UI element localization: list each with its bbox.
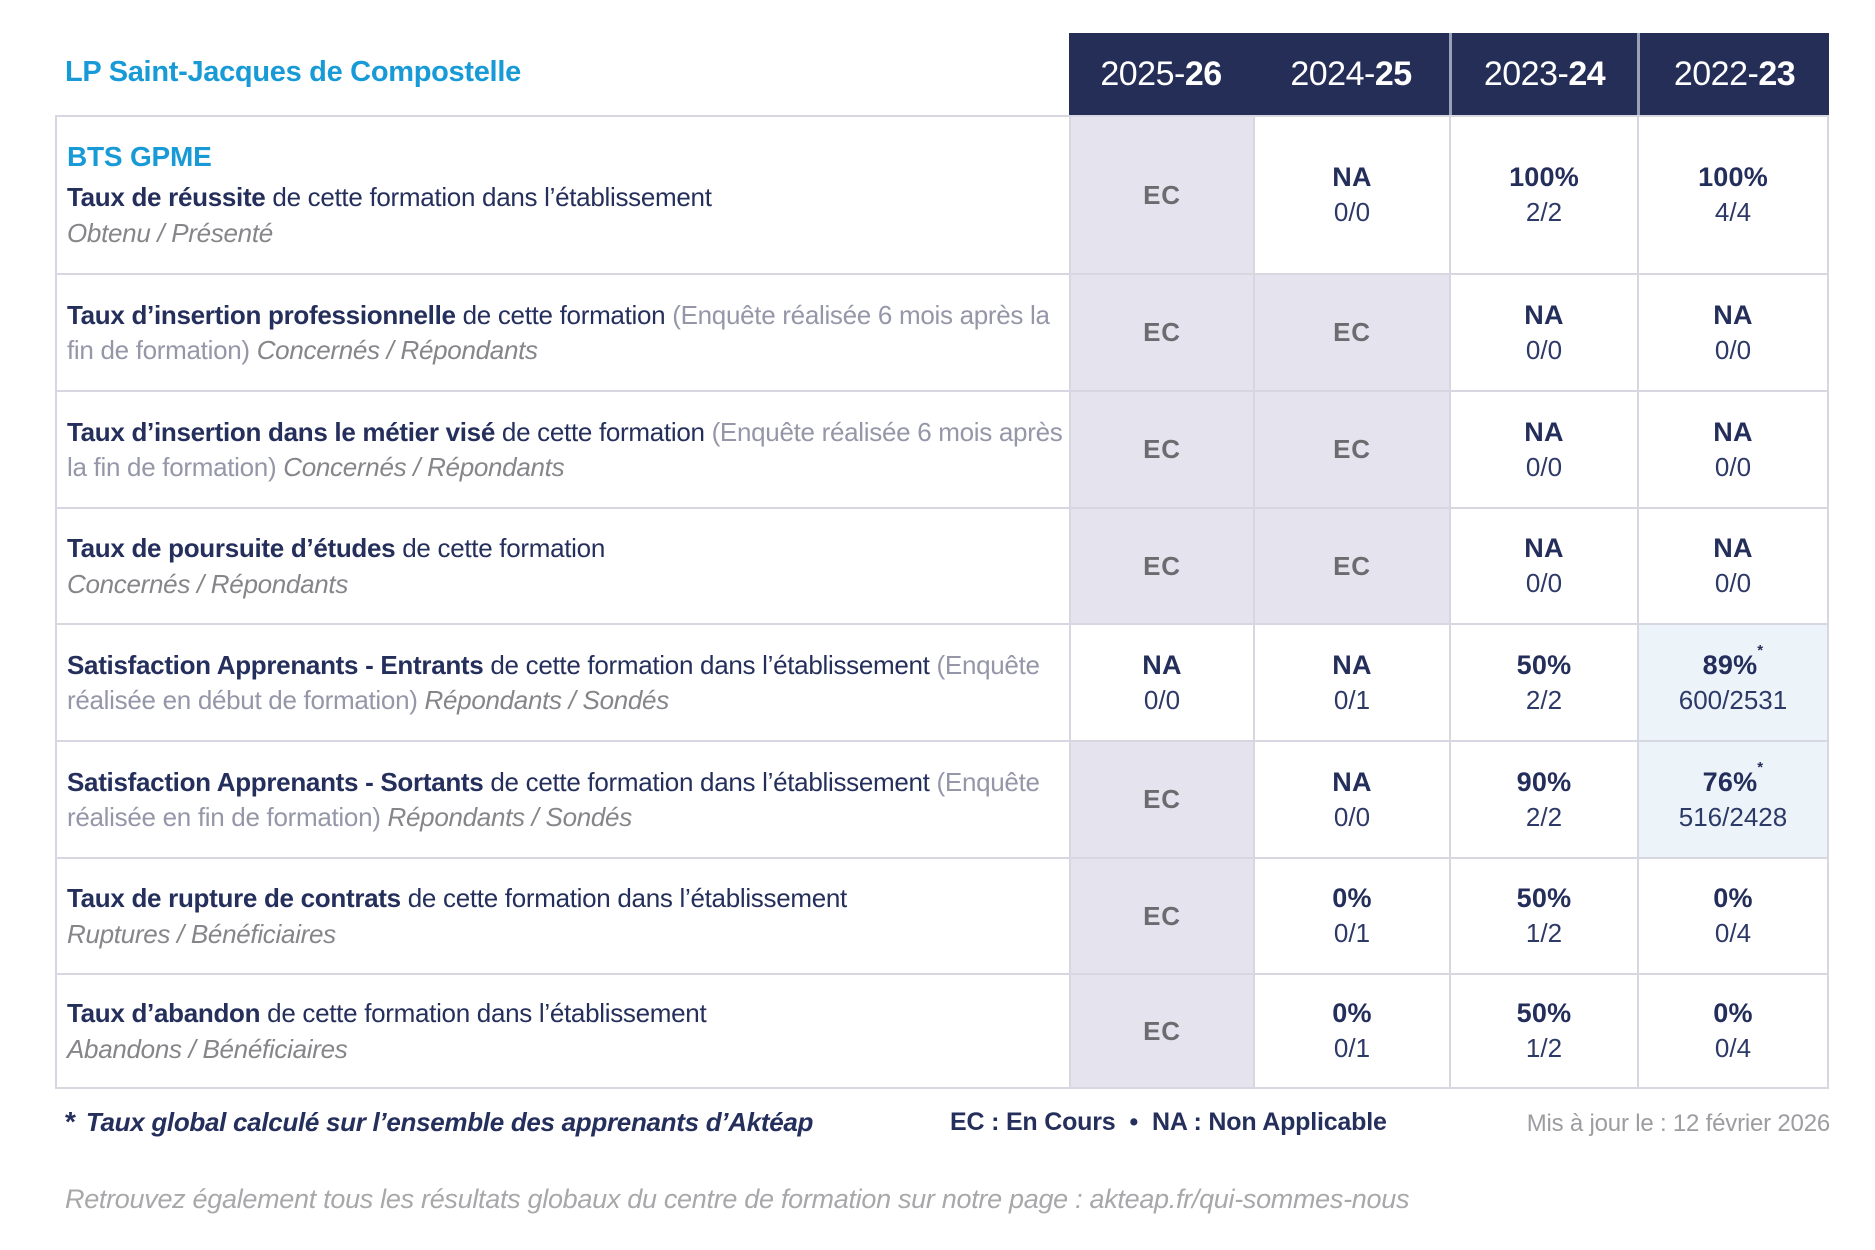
metric-title: Taux d’insertion dans le métier visé de … [67,417,1063,482]
value-cell: 100% 2/2 [1449,117,1637,273]
metric-title: Satisfaction Apprenants - Sortants de ce… [67,767,1040,832]
table-body: BTS GPME Taux de réussite de cette forma… [55,115,1829,1089]
footnote-asterisk: * [1757,641,1764,659]
metric-label: Satisfaction Apprenants - Entrants de ce… [55,625,1069,740]
table-row-insertion-professionnelle: Taux d’insertion professionnelle de cett… [55,273,1829,390]
value-cell-global-rate: 76%* 516/2428 [1637,742,1829,857]
results-table: LP Saint-Jacques de Compostelle 2025- 26 … [55,33,1829,1089]
value-cell: 90% 2/2 [1449,742,1637,857]
legend-ec: EC : En Cours [950,1108,1116,1136]
metric-title: Taux de rupture de contrats de cette for… [67,882,847,913]
value-cell: 0% 0/1 [1253,859,1449,973]
value-cell: EC [1253,509,1449,623]
school-name: LP Saint-Jacques de Compostelle [65,55,521,88]
legend-na: NA : Non Applicable [1152,1108,1387,1136]
global-rate-footnote: * Taux global calculé sur l’ensemble des … [65,1106,814,1137]
table-row-abandon: Taux d’abandon de cette formation dans l… [55,973,1829,1087]
asterisk: * [65,1106,76,1137]
value-cell: EC [1253,392,1449,507]
value-cell: EC [1069,392,1253,507]
table-row-poursuite-etudes: Taux de poursuite d’études de cette form… [55,507,1829,623]
table-row-rupture-contrats: Taux de rupture de contrats de cette for… [55,857,1829,973]
value-cell: EC [1069,975,1253,1087]
value-cell: NA 0/0 [1449,392,1637,507]
metric-title: Taux d’abandon de cette formation dans l… [67,997,707,1028]
value-cell: 50% 2/2 [1449,625,1637,740]
value-cell: 100% 4/4 [1637,117,1829,273]
year-column-header-2024-25: 2024- 25 [1253,33,1449,115]
program-title: BTS GPME [67,141,212,173]
year-column-header-2022-23: 2022- 23 [1637,33,1829,115]
metric-subtitle: Abandons / Bénéficiaires [67,1034,348,1064]
metric-title: Taux de réussite de cette formation dans… [67,182,712,213]
table-header-row: LP Saint-Jacques de Compostelle 2025- 26 … [55,33,1829,115]
value-cell: NA 0/0 [1449,275,1637,390]
metric-subtitle: Obtenu / Présenté [67,218,273,249]
metric-subtitle: Ruptures / Bénéficiaires [67,919,336,949]
bullet-separator: • [1129,1108,1139,1136]
value-cell: 0% 0/4 [1637,975,1829,1087]
year-column-header-2025-26: 2025- 26 [1069,33,1253,115]
value-cell: EC [1069,275,1253,390]
year-column-header-2023-24: 2023- 24 [1449,33,1637,115]
abbreviations-legend: EC : En Cours • NA : Non Applicable [950,1108,1387,1137]
metric-label: Taux d’insertion professionnelle de cett… [55,275,1069,390]
value-cell: NA 0/1 [1253,625,1449,740]
value-cell: NA 0/0 [1253,117,1449,273]
value-cell: EC [1069,509,1253,623]
value-cell: EC [1253,275,1449,390]
metric-label: Taux de poursuite d’études de cette form… [55,509,1069,623]
metric-label: Taux d’insertion dans le métier visé de … [55,392,1069,507]
metric-title: Taux d’insertion professionnelle de cett… [67,300,1050,365]
metric-label: Taux de rupture de contrats de cette for… [55,859,1069,973]
value-cell: NA 0/0 [1449,509,1637,623]
metric-label: Taux d’abandon de cette formation dans l… [55,975,1069,1087]
value-cell: NA 0/0 [1637,275,1829,390]
last-updated-date: Mis à jour le : 12 février 2026 [1526,1110,1830,1137]
value-cell: EC [1069,859,1253,973]
value-cell: EC [1069,117,1253,273]
table-row-insertion-metier-vise: Taux d’insertion dans le métier visé de … [55,390,1829,507]
value-cell: 0% 0/4 [1637,859,1829,973]
table-row-taux-reussite: BTS GPME Taux de réussite de cette forma… [55,115,1829,273]
global-results-note: Retrouvez également tous les résultats g… [65,1184,1410,1214]
value-cell: NA 0/0 [1253,742,1449,857]
table-row-satisfaction-entrants: Satisfaction Apprenants - Entrants de ce… [55,623,1829,740]
value-cell: 50% 1/2 [1449,975,1637,1087]
value-cell: EC [1069,742,1253,857]
footnote-asterisk: * [1757,758,1764,776]
school-header-cell: LP Saint-Jacques de Compostelle [55,33,1069,115]
value-cell: NA 0/0 [1637,392,1829,507]
metric-label: BTS GPME Taux de réussite de cette forma… [55,117,1069,273]
metric-label: Satisfaction Apprenants - Sortants de ce… [55,742,1069,857]
metric-subtitle: Concernés / Répondants [67,569,349,599]
metric-title: Taux de poursuite d’études de cette form… [67,532,605,563]
value-cell: 50% 1/2 [1449,859,1637,973]
value-cell: NA 0/0 [1637,509,1829,623]
metric-title: Satisfaction Apprenants - Entrants de ce… [67,650,1040,715]
value-cell-global-rate: 89%* 600/2531 [1637,625,1829,740]
value-cell: NA 0/0 [1069,625,1253,740]
value-cell: 0% 0/1 [1253,975,1449,1087]
table-row-satisfaction-sortants: Satisfaction Apprenants - Sortants de ce… [55,740,1829,857]
